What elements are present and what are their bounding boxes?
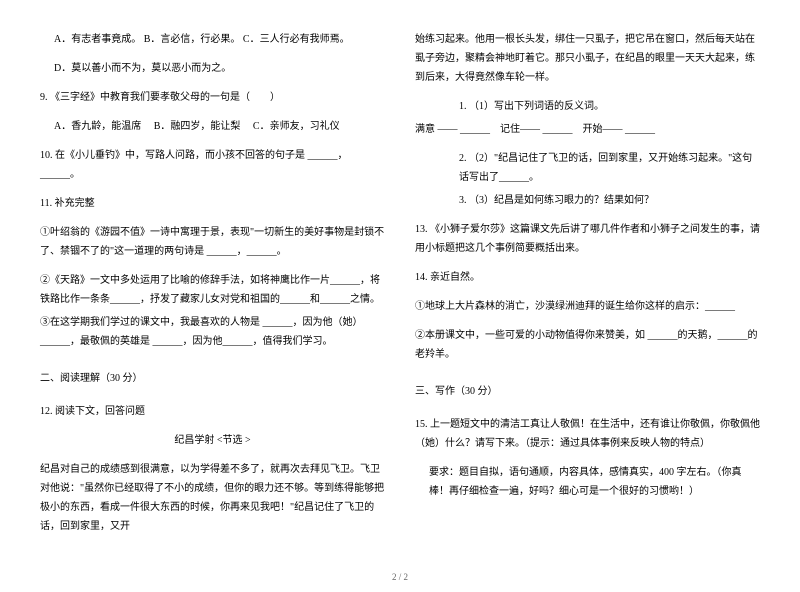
question-9: 9. 《三字经》中教育我们要孝敬父母的一句是（ ）	[40, 88, 385, 107]
question-12-3: 3. （3）纪昌是如何练习眼力的？结果如何？	[415, 191, 760, 210]
question-10: 10. 在《小儿垂钓》中，写路人问路，而小孩不回答的句子是 ______，___…	[40, 146, 385, 184]
question-9-options: A．香九龄，能温席 B．融四岁，能让梨 C．亲师友，习礼仪	[40, 117, 385, 136]
question-15-req: 要求：题目自拟，语句通顺，内容具体，感情真实，400 字左右。（你真棒！再仔细检…	[415, 463, 760, 501]
option-b: B．言必信，行必果。	[144, 34, 241, 45]
option-a: A．有志者事竟成。	[54, 34, 141, 45]
document-page: A．有志者事竟成。 B．言必信，行必果。 C．三人行必有我师焉。 D．莫以善小而…	[0, 0, 800, 550]
question-12-cont: 始练习起来。他用一根长头发，绑住一只虱子，把它吊在窗口，然后每天站在虱子旁边，聚…	[415, 30, 760, 87]
left-column: A．有志者事竟成。 B．言必信，行必果。 C．三人行必有我师焉。 D．莫以善小而…	[40, 30, 385, 530]
option-d: D．莫以善小而不为，莫以恶小而为之。	[40, 59, 385, 78]
option-row: A．有志者事竟成。 B．言必信，行必果。 C．三人行必有我师焉。	[40, 30, 385, 49]
question-14-2: ②本册课文中，一些可爱的小动物值得你来赞美，如 ______的天鹅，______…	[415, 326, 760, 364]
option-c: C．三人行必有我师焉。	[243, 34, 350, 45]
question-11-3: ③在这学期我们学过的课文中，我最喜欢的人物是 ______，因为他（她）____…	[40, 313, 385, 351]
question-12-1-words: 满意 —— ______ 记住—— ______ 开始—— ______	[415, 120, 760, 139]
question-12: 12. 阅读下文，回答问题	[40, 402, 385, 421]
section-2-header: 二、阅读理解（30 分）	[40, 369, 385, 388]
question-11: 11. 补充完整	[40, 194, 385, 213]
question-11-1: ①叶绍翁的《游园不值》一诗中寓理于景，表现"一切新生的美好事物是封锁不了、禁锢不…	[40, 223, 385, 261]
section-3-header: 三、写作（30 分）	[415, 382, 760, 401]
question-13: 13. 《小狮子爱尔莎》这篇课文先后讲了哪几件作者和小狮子之间发生的事，请用小标…	[415, 220, 760, 258]
q9-opt-c: C．亲师友，习礼仪	[253, 121, 340, 132]
question-15: 15. 上一题短文中的清洁工真让人敬佩！在生活中，还有谁让你敬佩，你敬佩他（她）…	[415, 415, 760, 453]
question-12-2: 2. （2）"纪昌记住了飞卫的话，回到家里，又开始练习起来。"这句话写出了___…	[415, 149, 760, 187]
q9-opt-b: B．融四岁，能让梨	[154, 121, 241, 132]
right-column: 始练习起来。他用一根长头发，绑住一只虱子，把它吊在窗口，然后每天站在虱子旁边，聚…	[415, 30, 760, 530]
page-number: 2 / 2	[0, 572, 800, 582]
question-12-body: 纪昌对自己的成绩感到很满意，以为学得差不多了，就再次去拜见飞卫。飞卫对他说："虽…	[40, 460, 385, 536]
q9-opt-a: A．香九龄，能温席	[54, 121, 141, 132]
question-12-title: 纪昌学射 <节选 >	[40, 431, 385, 450]
question-12-1: 1. （1）写出下列词语的反义词。	[415, 97, 760, 116]
question-14-1: ①地球上大片森林的消亡，沙漠绿洲迪拜的诞生给你这样的启示：______	[415, 297, 760, 316]
question-11-2: ②《天路》一文中多处运用了比喻的修辞手法，如将神鹰比作一片______，将铁路比…	[40, 271, 385, 309]
question-14: 14. 亲近自然。	[415, 268, 760, 287]
